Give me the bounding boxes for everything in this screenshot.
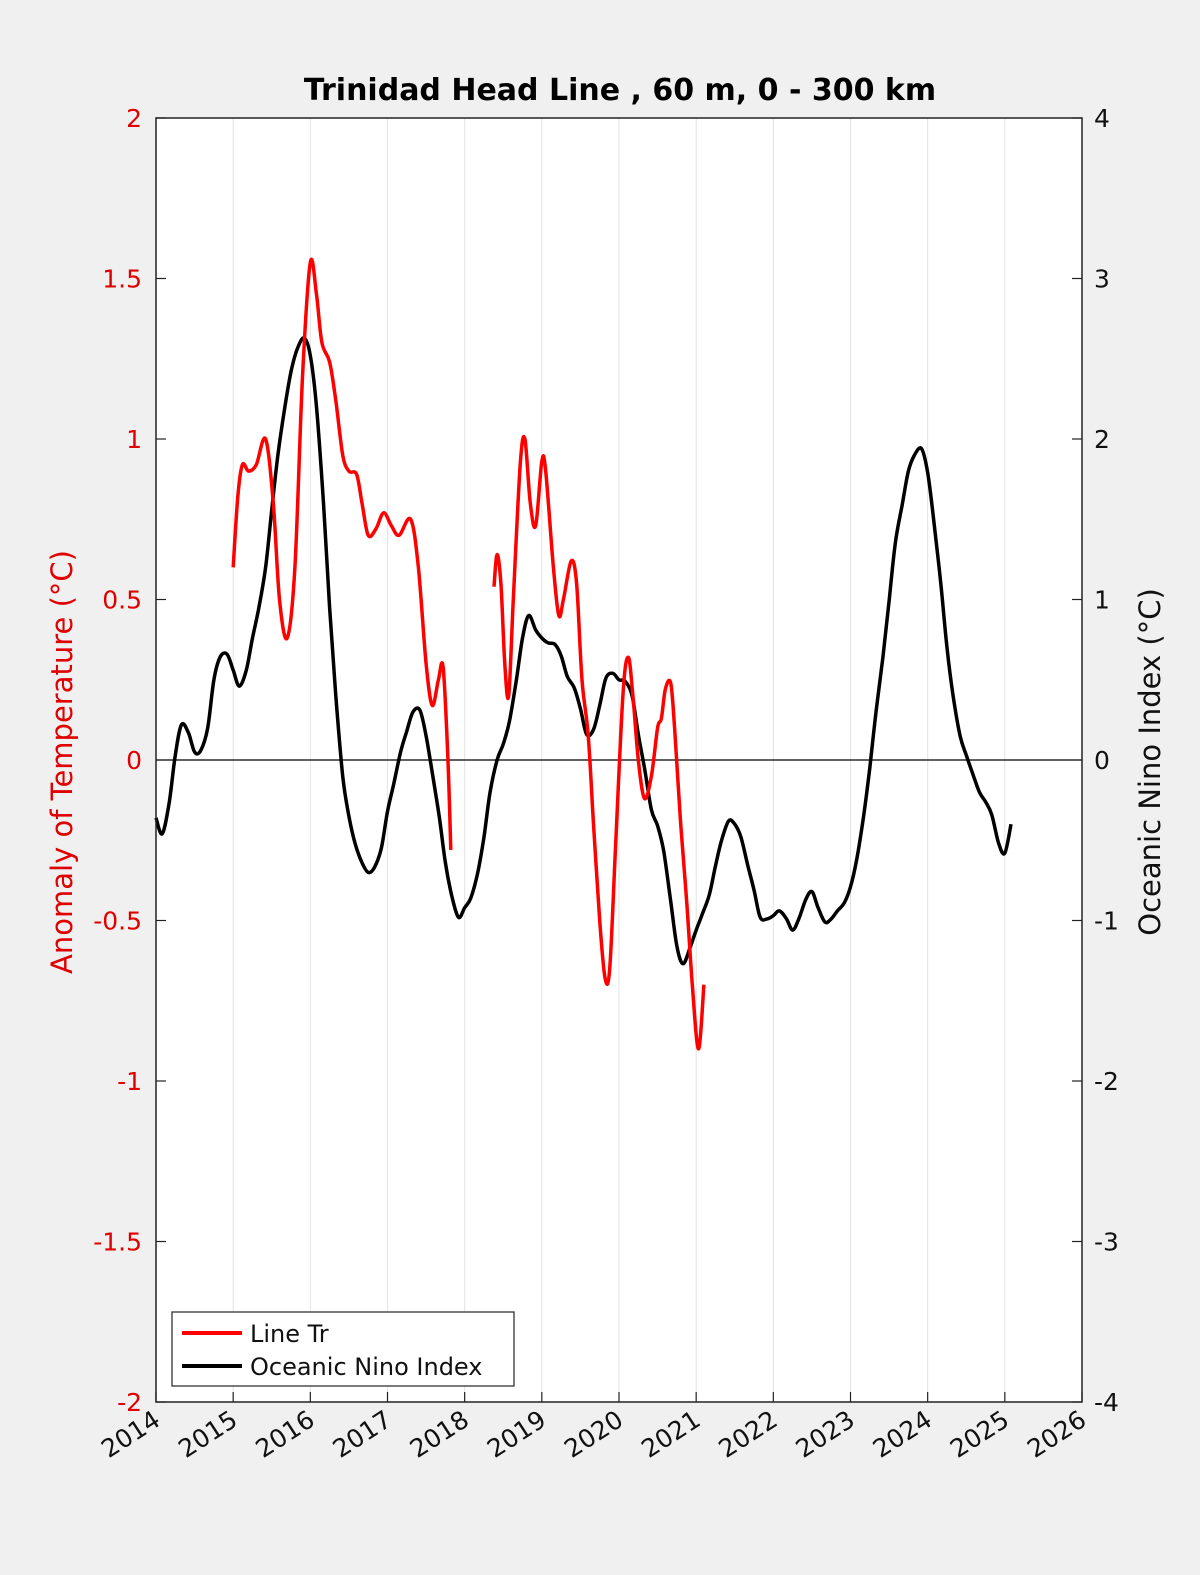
- y-right-tick-label: -2: [1094, 1067, 1119, 1096]
- right-axis: 4 3 2 1 0 -1 -2 -3 -4: [1072, 104, 1119, 1417]
- series-oceanic-nino-index: [154, 336, 1013, 966]
- x-tick-label: 2020: [559, 1405, 628, 1464]
- x-tick-label: 2015: [173, 1405, 242, 1464]
- y-left-tick-label: 1: [126, 425, 142, 454]
- y-right-tick-label: 2: [1094, 425, 1110, 454]
- x-tick-label: 2017: [328, 1405, 397, 1464]
- legend: Line Tr Oceanic Nino Index: [171, 1311, 515, 1387]
- y-right-tick-label: 1: [1094, 586, 1110, 615]
- x-tick-label: 2019: [482, 1405, 551, 1464]
- x-tick-label: 2021: [636, 1405, 705, 1464]
- x-axis: 2014 2015 2016 2017 2018 2019 2020 2021 2022 2023…: [96, 1392, 1091, 1464]
- x-tick-label: 2024: [868, 1405, 937, 1464]
- chart-title: Trinidad Head Line , 60 m, 0 - 300 km: [304, 73, 936, 108]
- y-left-tick-label: 1.5: [102, 265, 142, 294]
- y-left-tick-label: -1.5: [93, 1228, 142, 1257]
- y-right-tick-label: 0: [1094, 746, 1110, 775]
- y-right-tick-label: -3: [1094, 1228, 1119, 1257]
- x-tick-label: 2016: [250, 1405, 319, 1464]
- series-line-tr-segment: [231, 257, 453, 850]
- x-tick-label: 2026: [1022, 1405, 1091, 1464]
- y-axis-left-label: Anomaly of Temperature (°C): [45, 550, 79, 974]
- x-tick-label: 2023: [791, 1405, 860, 1464]
- series-layer: [154, 257, 1013, 1051]
- y-right-tick-label: 4: [1094, 104, 1110, 133]
- series-line-tr-segment: [492, 434, 706, 1051]
- y-left-tick-label: 2: [126, 104, 142, 133]
- y-left-tick-label: 0: [126, 746, 142, 775]
- x-tick-label: 2018: [405, 1405, 474, 1464]
- left-axis: 2 1.5 1 0.5 0 -0.5 -1 -1.5 -2: [93, 104, 166, 1417]
- x-tick-label: 2022: [713, 1405, 782, 1464]
- y-left-tick-label: -0.5: [93, 907, 142, 936]
- x-tick-label: 2025: [945, 1405, 1014, 1464]
- y-right-tick-label: -1: [1094, 907, 1119, 936]
- y-left-tick-label: -1: [117, 1067, 142, 1096]
- legend-label-oni: Oceanic Nino Index: [250, 1353, 482, 1381]
- y-right-tick-label: -4: [1094, 1388, 1119, 1417]
- y-left-tick-label: -2: [117, 1388, 142, 1417]
- legend-box: [171, 1311, 515, 1387]
- y-right-tick-label: 3: [1094, 265, 1110, 294]
- legend-label-line-tr: Line Tr: [250, 1320, 329, 1348]
- y-axis-right-label: Oceanic Nino Index (°C): [1133, 588, 1167, 936]
- y-left-tick-label: 0.5: [102, 586, 142, 615]
